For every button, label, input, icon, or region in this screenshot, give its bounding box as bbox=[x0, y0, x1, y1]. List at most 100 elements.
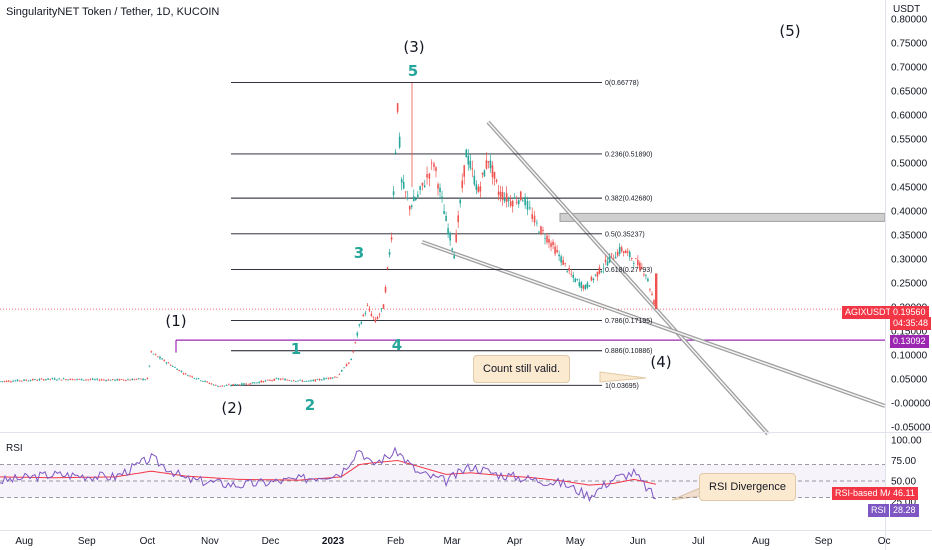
candle-body bbox=[118, 379, 121, 381]
candle-body bbox=[533, 215, 536, 223]
candle-body bbox=[340, 370, 343, 372]
candle-body bbox=[618, 247, 621, 254]
candle-body bbox=[146, 378, 149, 379]
candle-body bbox=[0, 381, 1, 383]
candle-body bbox=[10, 381, 12, 383]
candle-body bbox=[251, 382, 254, 384]
price-tick-label: 0.25000 bbox=[891, 279, 928, 290]
candle-body bbox=[463, 165, 466, 177]
candle-body bbox=[89, 379, 92, 381]
candle-body bbox=[643, 274, 645, 276]
rsi-divergence-callout: RSI Divergence bbox=[699, 473, 797, 501]
candle-body bbox=[538, 231, 540, 233]
candle-body bbox=[47, 378, 49, 380]
time-tick-label: Feb bbox=[387, 536, 405, 547]
candle-body bbox=[142, 378, 144, 380]
candle-body bbox=[174, 367, 176, 368]
price-tick-label: 0.45000 bbox=[891, 183, 928, 194]
candle-body bbox=[1, 381, 3, 383]
candle-body bbox=[116, 379, 119, 381]
candle-body bbox=[649, 288, 651, 290]
candle-body bbox=[16, 379, 19, 382]
fib-level-label: 0.618(0.27793) bbox=[605, 267, 652, 274]
candle-body bbox=[455, 233, 457, 242]
fib-level-label: 0.786(0.17195) bbox=[605, 318, 652, 325]
candle-body bbox=[206, 381, 209, 383]
candle-body bbox=[202, 380, 204, 382]
candle-body bbox=[398, 136, 401, 148]
candle-body bbox=[368, 308, 371, 311]
count-note-pointer bbox=[599, 371, 647, 383]
candle-body bbox=[96, 378, 98, 380]
candle-body bbox=[402, 182, 405, 189]
candle-body bbox=[568, 267, 571, 271]
candle-body bbox=[277, 378, 280, 380]
candle-body bbox=[588, 285, 591, 287]
major-wave-label: (2) bbox=[221, 399, 242, 417]
candle-body bbox=[653, 300, 655, 305]
candle-body bbox=[453, 255, 455, 259]
rsi-value-tag: 28.28 bbox=[890, 504, 919, 517]
rsi-ma-tag: RSI-based MA bbox=[832, 487, 897, 500]
candle-body bbox=[299, 379, 301, 381]
candle-body bbox=[197, 378, 200, 379]
candle-body bbox=[312, 379, 314, 381]
candle-body bbox=[645, 275, 647, 276]
candle-body bbox=[388, 251, 391, 255]
candle-body bbox=[428, 173, 431, 179]
fib-level-label: 0.5(0.35237) bbox=[605, 231, 645, 238]
candle-body bbox=[447, 228, 449, 235]
candle-body bbox=[529, 207, 531, 209]
candle-body bbox=[449, 232, 451, 241]
major-wave-label: (4) bbox=[650, 353, 671, 371]
candle-body bbox=[641, 267, 643, 269]
candle-body bbox=[544, 238, 546, 240]
candle-body bbox=[100, 379, 103, 381]
time-tick-label: Mar bbox=[444, 536, 462, 547]
price-tick-label: 0.15000 bbox=[891, 327, 928, 338]
candle-body bbox=[279, 379, 282, 380]
candle-body bbox=[56, 379, 58, 381]
candle-body bbox=[140, 378, 142, 380]
candle-body bbox=[78, 378, 81, 380]
candle-body bbox=[358, 324, 361, 326]
candle-body bbox=[477, 186, 480, 193]
time-tick-label: Jun bbox=[630, 536, 646, 547]
candle-body bbox=[34, 379, 36, 380]
candle-body bbox=[540, 226, 542, 235]
price-tick-label: 0.30000 bbox=[891, 255, 928, 266]
candle-body bbox=[178, 369, 181, 371]
candle-body bbox=[467, 155, 470, 165]
candle-body bbox=[366, 305, 369, 307]
candle-body bbox=[531, 214, 534, 219]
rsi-tag: RSI bbox=[868, 504, 890, 517]
chart-title: SingularityNET Token / Tether, 1D, KUCOI… bbox=[6, 6, 220, 18]
candle-body bbox=[210, 383, 213, 385]
candle-body bbox=[334, 376, 336, 378]
candle-body bbox=[18, 380, 21, 382]
candle-body bbox=[82, 379, 85, 381]
candle-body bbox=[348, 362, 350, 364]
countdown-tag: 04:35:48 bbox=[890, 317, 932, 330]
candle-body bbox=[85, 379, 87, 381]
candle-body bbox=[408, 205, 411, 210]
candle-body bbox=[191, 376, 193, 378]
candle-body bbox=[626, 251, 629, 253]
candle-body bbox=[435, 167, 437, 172]
candle-body bbox=[515, 201, 518, 203]
candle-body bbox=[127, 379, 129, 381]
candle-body bbox=[524, 197, 526, 206]
candle-body bbox=[459, 199, 462, 204]
candle-body bbox=[628, 251, 631, 258]
candle-body bbox=[76, 378, 78, 380]
candle-body bbox=[505, 193, 508, 202]
fib-level-label: 1(0.03695) bbox=[605, 383, 639, 390]
candle-body bbox=[356, 332, 359, 336]
major-wave-label: (5) bbox=[779, 22, 800, 40]
candle-body bbox=[499, 191, 502, 197]
candle-body bbox=[327, 377, 330, 379]
candle-body bbox=[509, 201, 512, 206]
candle-body bbox=[260, 380, 263, 383]
